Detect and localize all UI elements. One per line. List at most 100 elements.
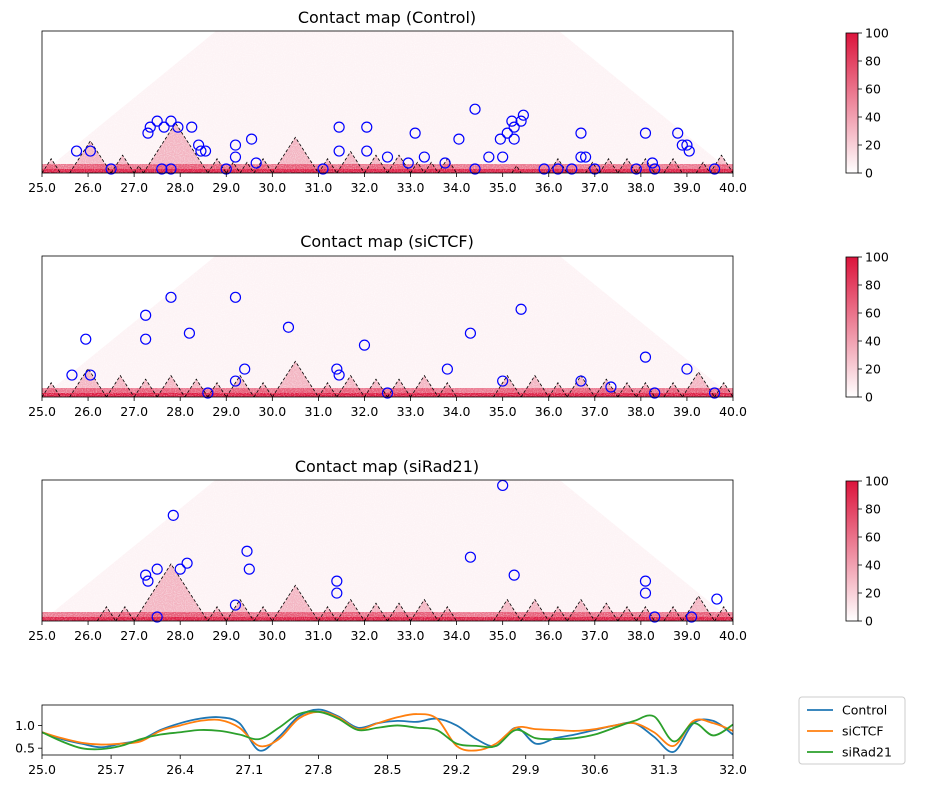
loop-marker (80, 333, 92, 345)
x-tick-label: 25.0 (28, 628, 56, 643)
domain-outline (42, 382, 61, 397)
x-tick-label: 35.0 (489, 180, 517, 195)
loop-marker (140, 569, 152, 581)
loop-marker (105, 163, 117, 175)
series-line-sictcf (42, 710, 733, 752)
domain-outline (548, 382, 568, 397)
loop-marker (418, 151, 430, 163)
loop-marker (317, 163, 329, 175)
x-tick-label: 28.0 (166, 180, 194, 195)
domain-outline (253, 606, 273, 621)
loop-marker (676, 139, 688, 151)
domain-outline (635, 382, 656, 397)
loop-marker (469, 103, 481, 115)
colorbar-tick-label: 40 (865, 334, 881, 349)
loop-marker (151, 563, 163, 575)
loop-marker (186, 121, 198, 133)
loop-marker (508, 121, 520, 133)
domain-outline (714, 606, 733, 621)
loop-marker (144, 121, 156, 133)
domain-outline (437, 382, 457, 397)
heatmap-area (41, 479, 734, 623)
legend-label: Control (842, 703, 887, 718)
loop-marker (241, 545, 253, 557)
loop-marker (681, 139, 693, 151)
domain-outline (207, 606, 227, 621)
series-lines (42, 708, 733, 753)
loop-marker (464, 551, 477, 563)
domain-outline (663, 158, 683, 173)
colorbar-tick-label: 0 (865, 614, 873, 629)
x-tick-label: 27.0 (120, 180, 148, 195)
x-tick-label: 34.0 (443, 180, 471, 195)
y-tick-label: 1.0 (15, 718, 35, 733)
domain-outline (520, 598, 550, 621)
loop-marker (639, 127, 652, 139)
colorbar-control: 0 20 40 60 80 100 (845, 26, 889, 181)
x-tick-label: 39.0 (673, 628, 701, 643)
speckle-texture (42, 480, 733, 621)
loop-marker (453, 133, 465, 145)
domain-outline (709, 154, 733, 173)
loop-marker (282, 321, 295, 333)
colorbar-tick-label: 80 (865, 54, 881, 69)
loop-marker (683, 145, 695, 157)
loop-marker (167, 509, 179, 521)
x-tick-label: 31.0 (304, 628, 332, 643)
loop-marker (630, 163, 642, 175)
x-tick-label: 40.0 (719, 404, 747, 419)
loop-marker (381, 387, 394, 399)
colorbar-sirad21: 0 20 40 60 80 100 (845, 474, 889, 629)
colorbar-tick-label: 40 (865, 110, 881, 125)
loop-marker (361, 145, 373, 157)
panel-sictcf: Contact map (siCTCF) 25.0 26.0 27.0 28.0 29.… (28, 232, 747, 419)
loop-marker (497, 151, 509, 163)
x-axis: 25.0 26.0 27.0 28.0 29.0 30.0 31.0 32.0 33.0 34.0… (28, 173, 747, 195)
domain-outline (69, 140, 112, 173)
colorbar-tick-label: 100 (865, 26, 889, 41)
loop-marker (66, 369, 78, 381)
domain-outline (663, 382, 683, 397)
loop-marker (711, 593, 723, 605)
loop-marker (246, 133, 258, 145)
loop-marker (195, 145, 207, 157)
panel-control: Contact map (Control) 25.0 26.0 27.0 28.0 29… (28, 8, 747, 195)
domain-outline (115, 606, 135, 621)
plot-frame (41, 255, 734, 398)
loop-marker (538, 163, 550, 175)
legend-label: siCTCF (842, 724, 884, 739)
loop-marker (229, 139, 242, 151)
domain-outline (635, 158, 656, 173)
x-tick-label: 28.0 (166, 404, 194, 419)
plot-frame (41, 479, 734, 622)
x-tick-label: 36.0 (535, 180, 563, 195)
loop-marker (402, 157, 414, 169)
panel-sirad21: Contact map (siRad21) 25.0 26.0 27.0 28.0 29… (28, 457, 747, 643)
loop-marker (165, 163, 177, 175)
speckle-texture (42, 256, 733, 397)
domain-outline (387, 378, 411, 397)
domain-outline (585, 161, 600, 173)
loop-marker (497, 479, 509, 492)
domain-outline (566, 598, 596, 621)
loop-marker (361, 121, 373, 133)
loop-marker (181, 557, 193, 569)
loop-marker (506, 115, 518, 127)
colorbar-sictcf: 0 20 40 60 80 100 (845, 250, 889, 405)
loop-marker (508, 133, 520, 145)
x-tick-label: 37.0 (581, 404, 609, 419)
x-axis: 25.0 26.0 27.0 28.0 29.0 30.0 31.0 32.0 33.0 34.0… (28, 621, 747, 643)
x-tick-label: 33.0 (397, 404, 425, 419)
domain-outline (271, 584, 319, 621)
x-tick-label: 29.9 (512, 762, 540, 777)
x-tick-label: 38.0 (627, 628, 655, 643)
loop-marker (142, 575, 154, 587)
colorbar-tick-label: 20 (865, 138, 881, 153)
colorbar-tick-label: 60 (865, 306, 881, 321)
x-tick-label: 35.0 (489, 404, 517, 419)
colorbar-tick-label: 40 (865, 558, 881, 573)
domain-outline (225, 161, 241, 173)
loop-marker (515, 115, 527, 127)
domain-outline (69, 367, 107, 397)
x-tick-label: 30.0 (258, 180, 286, 195)
